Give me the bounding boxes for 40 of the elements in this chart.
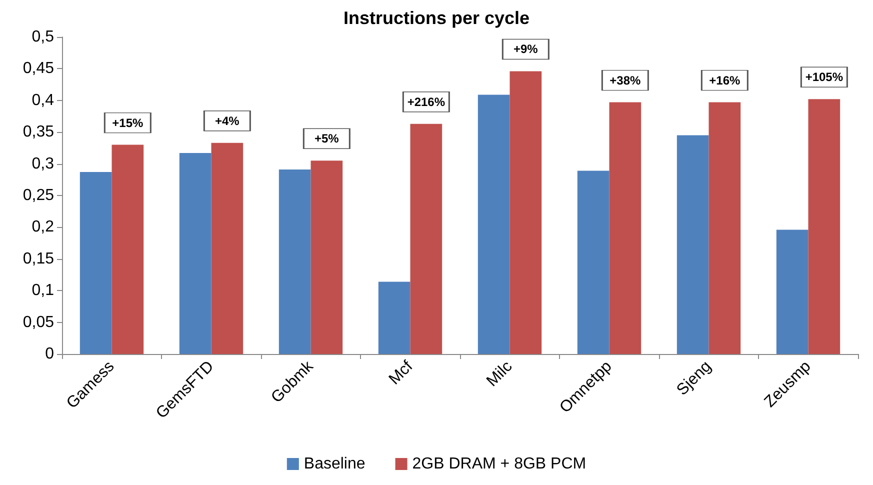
bar xyxy=(577,170,610,354)
y-tick-label: 0,3 xyxy=(32,155,54,172)
bar xyxy=(278,170,311,354)
annotation: +15% xyxy=(112,116,144,130)
y-tick-label: 0,2 xyxy=(32,218,54,236)
legend-label: Baseline xyxy=(304,456,366,472)
x-tick-label: Mcf xyxy=(386,358,417,388)
bar xyxy=(808,99,840,354)
y-tick-label: 0,1 xyxy=(32,282,54,300)
bar xyxy=(310,160,343,354)
bar xyxy=(776,230,808,354)
bar xyxy=(510,71,542,354)
x-tick-label: Milc xyxy=(484,358,516,390)
y-tick-label: 0,25 xyxy=(22,187,54,204)
bar xyxy=(478,94,510,354)
annotation: +4% xyxy=(214,114,240,128)
annotation: +16% xyxy=(709,73,741,88)
legend-label: 2GB DRAM + 8GB PCM xyxy=(412,456,586,472)
y-tick-label: 0 xyxy=(45,346,54,362)
annotation: +216% xyxy=(407,94,446,109)
bar xyxy=(708,102,741,354)
bar xyxy=(80,172,112,354)
bar xyxy=(211,142,244,354)
bar xyxy=(676,135,709,354)
y-tick-label: 0,15 xyxy=(22,250,54,268)
y-tick-label: 0,5 xyxy=(32,28,54,46)
bar xyxy=(410,124,442,354)
annotation: +38% xyxy=(610,73,642,88)
annotation: +105% xyxy=(805,70,844,84)
bar xyxy=(378,282,410,354)
y-tick-label: 0,05 xyxy=(22,314,54,331)
chart-title: Instructions per cycle xyxy=(343,8,530,28)
y-tick-label: 0,45 xyxy=(22,60,54,78)
y-tick-label: 0,35 xyxy=(22,124,54,141)
bar xyxy=(179,153,212,354)
y-tick-label: 0,4 xyxy=(32,92,54,109)
bar xyxy=(609,102,642,354)
bar xyxy=(112,144,144,354)
annotation: +5% xyxy=(314,132,340,146)
annotation: +9% xyxy=(513,42,538,56)
